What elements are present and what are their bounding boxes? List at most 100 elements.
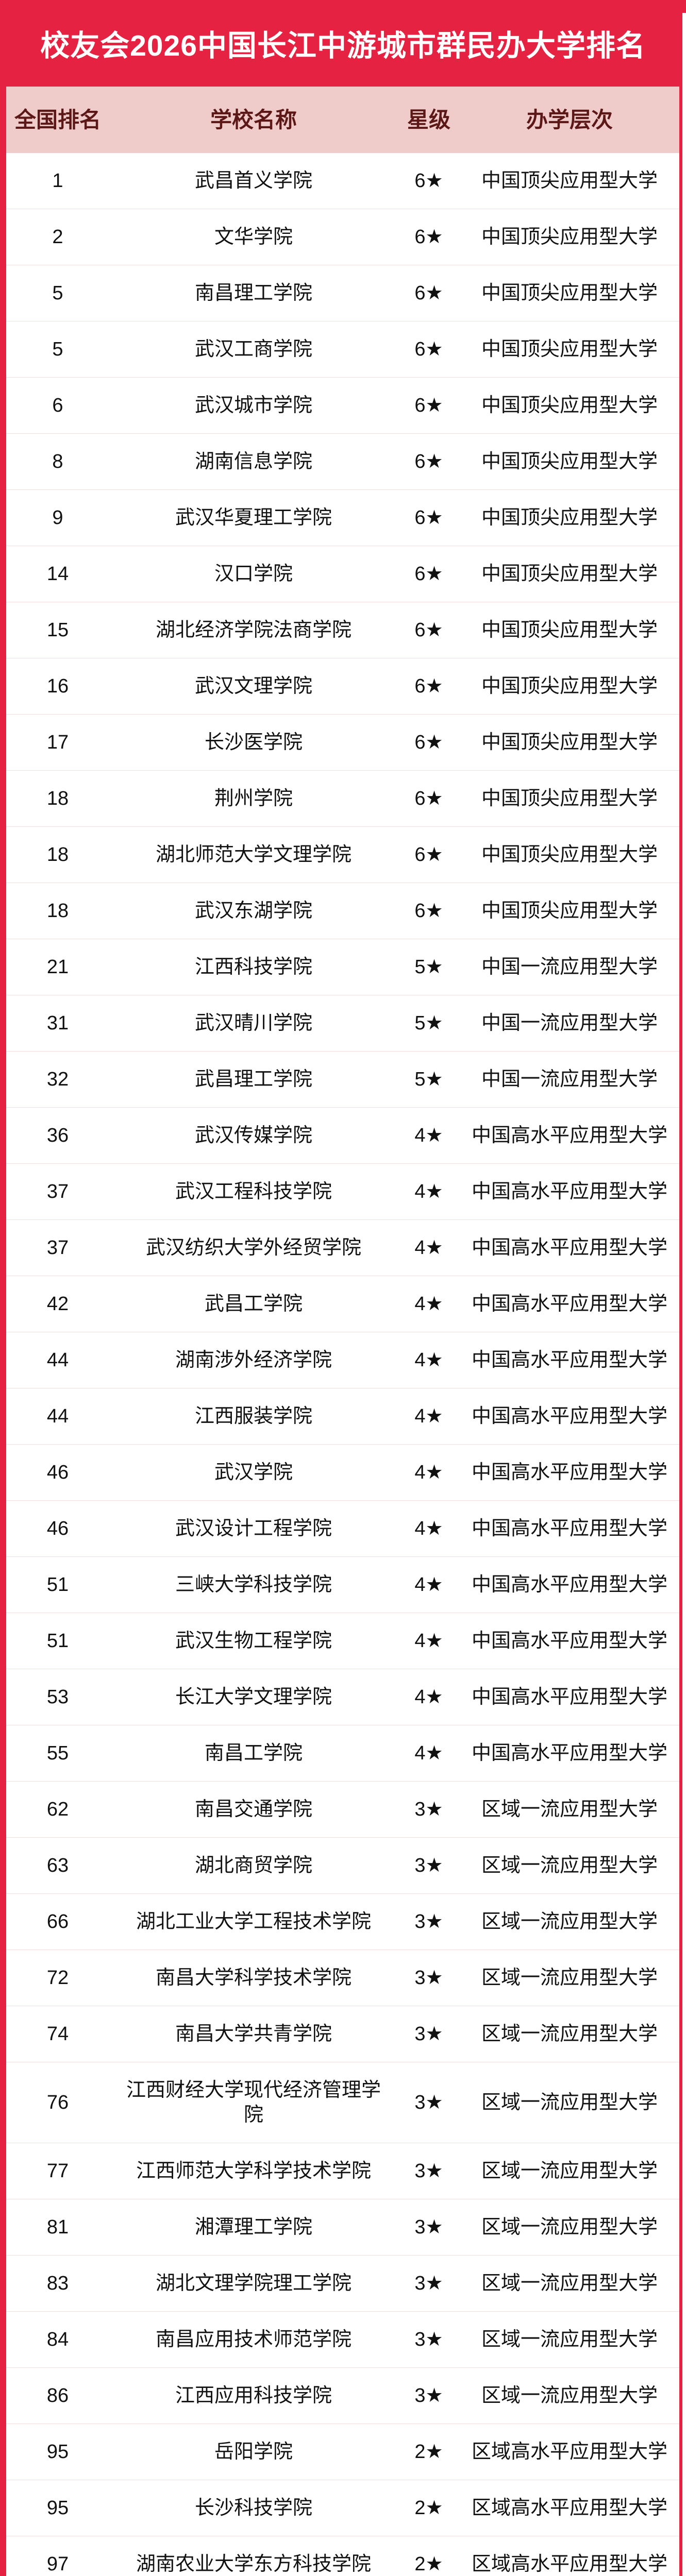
rank-cell: 44 — [46, 1349, 69, 1371]
rank-cell: 51 — [46, 1630, 69, 1652]
rank-cell: 18 — [46, 900, 69, 922]
school-name-cell: 湖北师范大学文理学院 — [109, 842, 398, 867]
school-level-cell: 区域高水平应用型大学 — [471, 2497, 667, 2519]
table-row: 83 湖北文理学院理工学院 3★ 区域一流应用型大学 — [6, 2255, 679, 2311]
school-name-cell: 武汉东湖学院 — [109, 899, 398, 923]
star-rating-cell: 2★ — [414, 2497, 443, 2519]
school-name-cell: 湖北工业大学工程技术学院 — [109, 1909, 398, 1934]
table-row: 81 湘潭理工学院 3★ 区域一流应用型大学 — [6, 2199, 679, 2255]
table-row: 55 南昌工学院 4★ 中国高水平应用型大学 — [6, 1725, 679, 1781]
school-level-cell: 区域一流应用型大学 — [481, 2329, 658, 2350]
table-row: 72 南昌大学科学技术学院 3★ 区域一流应用型大学 — [6, 1950, 679, 2006]
school-name-text: 汉口学院 — [214, 563, 293, 585]
table-row: 95 长沙科技学院 2★ 区域高水平应用型大学 — [6, 2480, 679, 2536]
school-name-text: 长沙科技学院 — [194, 2497, 312, 2519]
school-name-cell: 三峡大学科技学院 — [109, 1572, 398, 1597]
school-name-cell: 武汉设计工程学院 — [109, 1516, 398, 1541]
school-level-cell: 中国顶尖应用型大学 — [481, 619, 658, 641]
school-name-cell: 汉口学院 — [109, 562, 398, 586]
rank-cell: 8 — [52, 451, 63, 472]
school-level-cell: 中国高水平应用型大学 — [471, 1293, 667, 1315]
star-rating-cell: 6★ — [414, 844, 443, 866]
school-level-cell: 中国顶尖应用型大学 — [481, 226, 658, 248]
table-row: 18 湖北师范大学文理学院 6★ 中国顶尖应用型大学 — [6, 826, 679, 883]
school-name-cell: 长沙医学院 — [109, 730, 398, 755]
star-rating-cell: 3★ — [414, 2023, 443, 2045]
school-level-cell: 中国高水平应用型大学 — [471, 1574, 667, 1596]
school-name-text: 湖北经济学院法商学院 — [155, 619, 352, 641]
column-header-national-rank: 全国排名 — [14, 107, 101, 132]
table-header-row: 全国排名 学校名称 星级 办学层次 — [6, 87, 679, 153]
school-name-cell: 南昌交通学院 — [109, 1797, 398, 1822]
school-name-text: 长沙医学院 — [204, 732, 303, 753]
school-level-cell: 中国顶尖应用型大学 — [481, 900, 658, 922]
school-level-cell: 区域一流应用型大学 — [481, 1799, 658, 1820]
school-name-text: 湖北师范大学文理学院 — [155, 844, 352, 866]
rank-cell: 66 — [46, 1911, 69, 1933]
school-level-cell: 中国高水平应用型大学 — [471, 1237, 667, 1259]
rank-cell: 77 — [46, 2160, 69, 2182]
table-row: 51 三峡大学科技学院 4★ 中国高水平应用型大学 — [6, 1556, 679, 1613]
school-name-text: 武汉华夏理工学院 — [175, 507, 332, 529]
school-name-cell: 岳阳学院 — [109, 2439, 398, 2464]
rank-cell: 95 — [46, 2441, 69, 2463]
star-rating-cell: 6★ — [414, 732, 443, 753]
rank-cell: 21 — [46, 956, 69, 978]
school-name-cell: 湖南信息学院 — [109, 449, 398, 474]
table-row: 31 武汉晴川学院 5★ 中国一流应用型大学 — [6, 995, 679, 1051]
school-name-text: 南昌工学院 — [204, 1742, 303, 1764]
school-level-cell: 中国一流应用型大学 — [481, 956, 658, 978]
star-rating-cell: 6★ — [414, 788, 443, 809]
school-level-cell: 中国顶尖应用型大学 — [481, 170, 658, 192]
school-name-cell: 湖北经济学院法商学院 — [109, 618, 398, 642]
school-name-text: 荆州学院 — [214, 788, 293, 809]
school-name-text: 湘潭理工学院 — [194, 2216, 312, 2238]
table-row: 37 武汉纺织大学外经贸学院 4★ 中国高水平应用型大学 — [6, 1219, 679, 1276]
rank-cell: 2 — [52, 226, 63, 248]
star-rating-cell: 5★ — [414, 1012, 443, 1034]
right-edge-gutter — [682, 13, 686, 2576]
table-row: 6 武汉城市学院 6★ 中国顶尖应用型大学 — [6, 377, 679, 433]
school-name-text: 湖南涉外经济学院 — [175, 1349, 332, 1371]
school-level-cell: 中国顶尖应用型大学 — [481, 395, 658, 416]
star-rating-cell: 6★ — [414, 338, 443, 360]
rank-cell: 53 — [46, 1686, 69, 1708]
rank-cell: 6 — [52, 395, 63, 416]
school-name-cell: 江西师范大学科学技术学院 — [109, 2159, 398, 2183]
table-row: 15 湖北经济学院法商学院 6★ 中国顶尖应用型大学 — [6, 602, 679, 658]
table-row: 16 武汉文理学院 6★ 中国顶尖应用型大学 — [6, 658, 679, 714]
school-level-cell: 中国高水平应用型大学 — [471, 1462, 667, 1483]
table-row: 44 江西服装学院 4★ 中国高水平应用型大学 — [6, 1388, 679, 1444]
school-name-cell: 湘潭理工学院 — [109, 2215, 398, 2240]
rank-cell: 55 — [46, 1742, 69, 1764]
school-name-cell: 南昌理工学院 — [109, 281, 398, 306]
rank-cell: 81 — [46, 2216, 69, 2238]
star-rating-cell: 3★ — [414, 1855, 443, 1876]
rank-cell: 15 — [46, 619, 69, 641]
star-rating-cell: 3★ — [414, 2092, 443, 2113]
school-level-cell: 区域高水平应用型大学 — [471, 2441, 667, 2463]
star-rating-cell: 4★ — [414, 1574, 443, 1596]
school-name-text: 长江大学文理学院 — [175, 1686, 332, 1708]
rank-cell: 46 — [46, 1518, 69, 1539]
star-rating-cell: 2★ — [414, 2553, 443, 2575]
school-name-cell: 武汉纺织大学外经贸学院 — [109, 1235, 398, 1260]
school-name-text: 江西师范大学科学技术学院 — [136, 2160, 371, 2182]
star-rating-cell: 5★ — [414, 956, 443, 978]
school-name-cell: 南昌大学科学技术学院 — [109, 1965, 398, 1990]
school-name-text: 江西应用科技学院 — [175, 2385, 332, 2406]
star-rating-cell: 4★ — [414, 1518, 443, 1539]
table-row: 9 武汉华夏理工学院 6★ 中国顶尖应用型大学 — [6, 489, 679, 546]
rank-cell: 14 — [46, 563, 69, 585]
table-row: 37 武汉工程科技学院 4★ 中国高水平应用型大学 — [6, 1163, 679, 1219]
star-rating-cell: 6★ — [414, 507, 443, 529]
school-name-text: 岳阳学院 — [214, 2441, 293, 2463]
table-row: 84 南昌应用技术师范学院 3★ 区域一流应用型大学 — [6, 2311, 679, 2367]
school-name-cell: 武汉工商学院 — [109, 337, 398, 362]
rank-cell: 5 — [52, 338, 63, 360]
star-rating-cell: 6★ — [414, 900, 443, 922]
school-name-cell: 湖北文理学院理工学院 — [109, 2271, 398, 2296]
school-name-text: 武昌理工学院 — [194, 1069, 312, 1090]
rank-cell: 32 — [46, 1069, 69, 1090]
school-name-cell: 文华学院 — [109, 225, 398, 249]
